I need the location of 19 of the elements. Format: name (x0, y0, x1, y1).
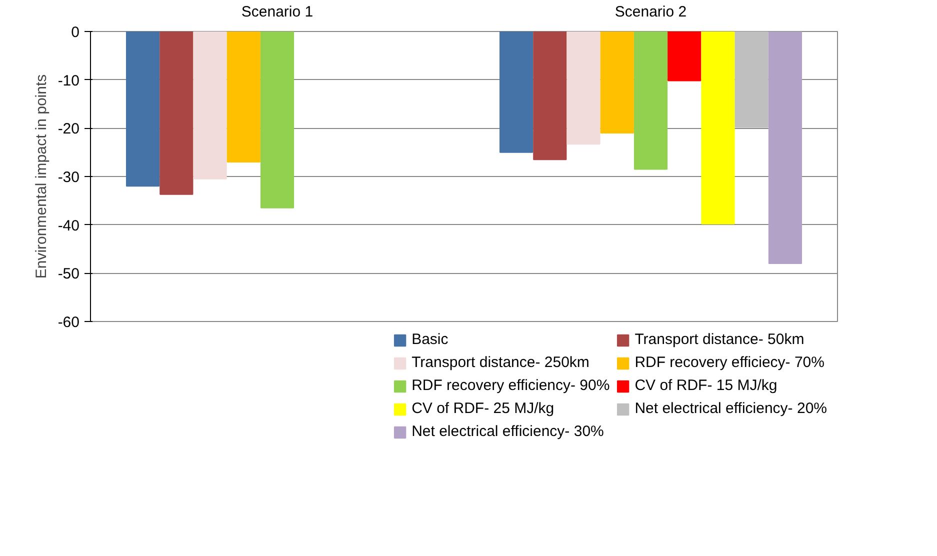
legend-label: CV of RDF- 15 MJ/kg (634, 377, 778, 394)
x-tick-label: Scenario 2 (614, 4, 687, 20)
y-tick-label: -40 (58, 217, 80, 234)
y-tick-label: -60 (58, 314, 80, 331)
legend-label: Transport distance- 250km (412, 354, 590, 371)
legend-label: RDF recovery efficiecy- 70% (634, 354, 824, 371)
y-tick-label: -50 (58, 266, 80, 283)
y-tick-label: -30 (58, 169, 80, 186)
legend-label: Transport distance- 50km (634, 331, 804, 348)
legend-label: Net electrical efficiency- 20% (634, 400, 827, 417)
legend-label: RDF recovery efficiency- 90% (412, 377, 610, 394)
legend-label: Basic (412, 331, 448, 348)
y-tick-label: 0 (71, 24, 80, 41)
legend-label: CV of RDF- 25 MJ/kg (412, 400, 554, 417)
legend-label: Net electrical efficiency- 30% (412, 423, 604, 440)
y-tick-label: -10 (58, 72, 80, 90)
y-axis-title: Environmental impact in points (32, 74, 50, 279)
x-tick-label: Scenario 1 (241, 4, 314, 20)
y-tick-label: -20 (58, 120, 80, 138)
